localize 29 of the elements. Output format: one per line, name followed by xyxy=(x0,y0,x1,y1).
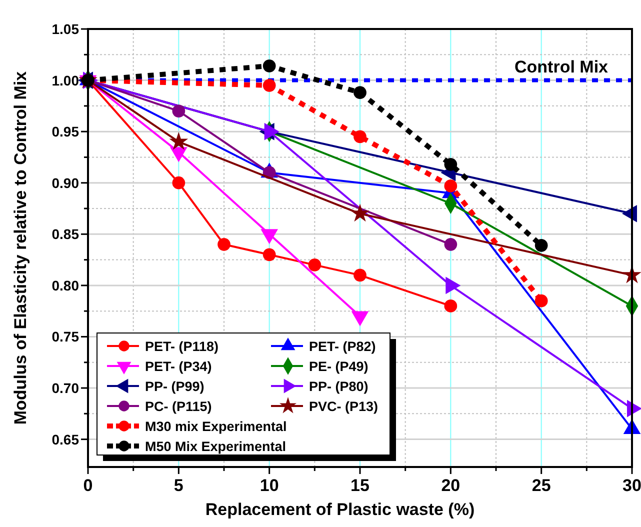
y-tick-label: 0.65 xyxy=(52,431,80,448)
legend-label: PET- (P82) xyxy=(309,339,376,354)
legend-label: PVC- (P13) xyxy=(309,399,378,414)
x-tick-label: 15 xyxy=(350,476,370,495)
x-tick-label: 20 xyxy=(441,476,460,495)
legend-label: PC- (P115) xyxy=(145,399,212,414)
x-tick-label: 30 xyxy=(622,476,641,495)
legend-label: M30 mix Experimental xyxy=(145,419,287,434)
x-tick-label: 10 xyxy=(260,476,279,495)
ref-line-label: Control Mix xyxy=(514,57,609,76)
x-tick-label: 0 xyxy=(83,476,93,495)
x-tick-label: 5 xyxy=(174,476,184,495)
y-tick-label: 0.85 xyxy=(52,226,80,242)
legend-label: PP- (P99) xyxy=(145,379,204,394)
legend-label: PP- (P80) xyxy=(309,379,368,394)
y-tick-label: 0.70 xyxy=(52,380,80,396)
y-tick-label: 1.05 xyxy=(52,21,80,37)
legend-label: PET- (P34) xyxy=(145,359,212,374)
legend-label: PET- (P118) xyxy=(145,339,219,354)
y-tick-label: 0.95 xyxy=(52,124,80,140)
y-axis-title: Modulus of Elasticity relative to Control Mix xyxy=(11,70,30,425)
x-tick-label: 25 xyxy=(532,476,551,495)
y-tick-label: 0.90 xyxy=(52,174,80,191)
y-tick-label: 0.75 xyxy=(52,328,80,345)
legend-label: PE- (P49) xyxy=(309,359,368,374)
x-axis-title: Replacement of Plastic waste (%) xyxy=(205,500,475,519)
y-tick-label: 1.00 xyxy=(52,72,80,88)
legend-label: M50 Mix Experimental xyxy=(145,439,286,454)
y-tick-label: 0.80 xyxy=(52,277,80,294)
